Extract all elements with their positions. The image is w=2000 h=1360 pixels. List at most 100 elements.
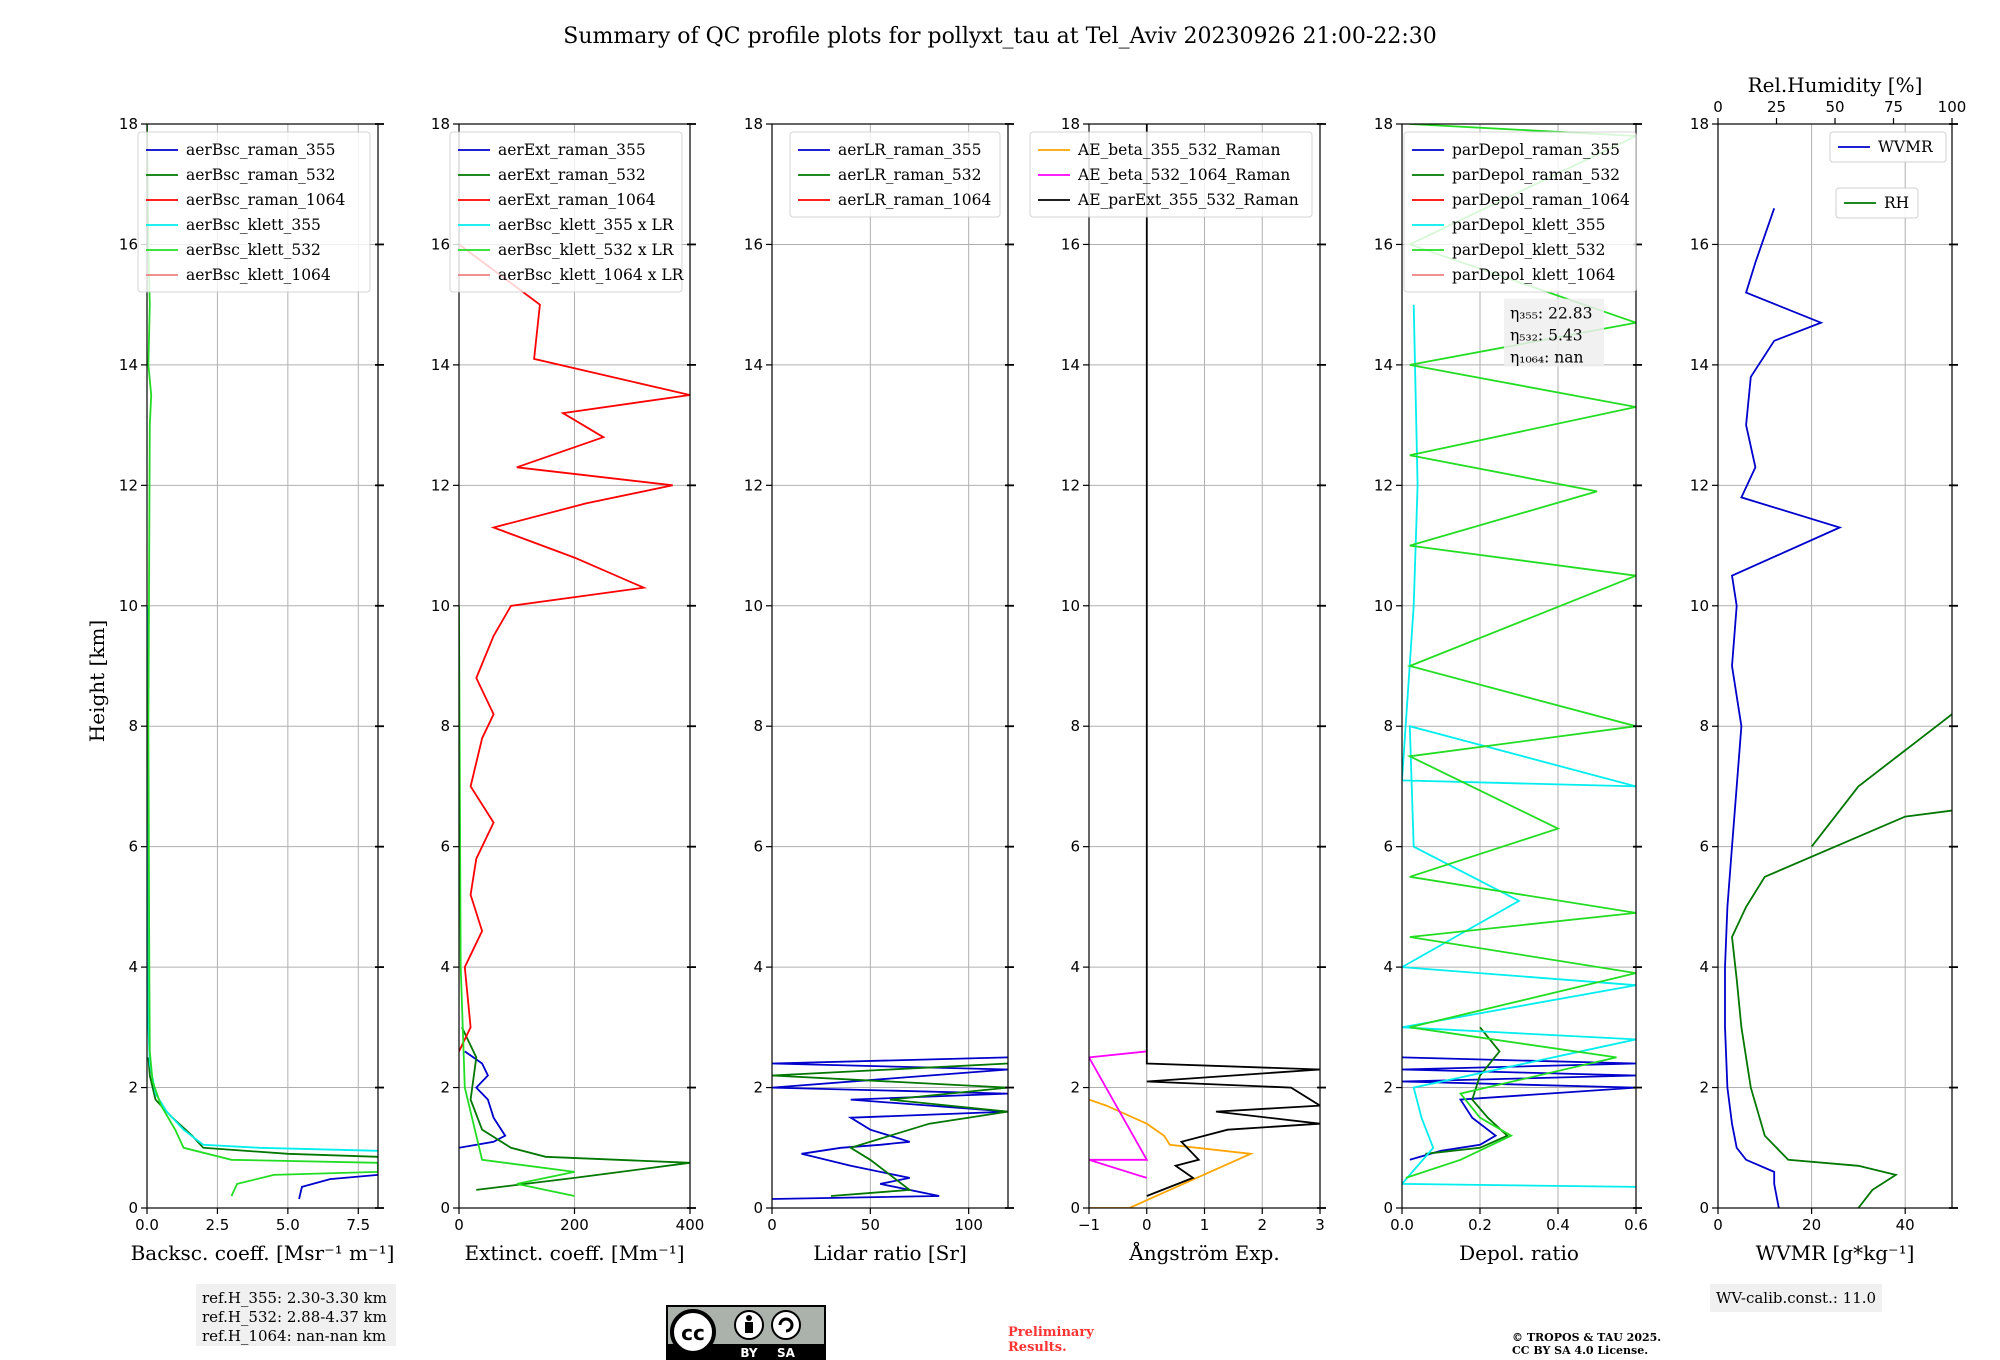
legend-box [1835, 187, 1919, 219]
series-parDepol_raman_355 [1402, 1056, 1636, 1161]
ref-height-532: ref.H_532: 2.88-4.37 km [202, 1308, 387, 1326]
x2-tick-label: 50 [1825, 98, 1844, 116]
y-tick-label: 2 [128, 1079, 138, 1097]
x-tick-label: 0.2 [1468, 1216, 1492, 1234]
legend-label: aerLR_raman_355 [838, 141, 981, 159]
x-tick-label: 200 [560, 1216, 589, 1234]
y-tick-label: 12 [1061, 476, 1080, 494]
x-tick-label: 400 [676, 1216, 705, 1234]
y-tick-label: 2 [753, 1079, 763, 1097]
x-tick-label: 1 [1200, 1216, 1210, 1234]
y-tick-label: 6 [128, 838, 138, 856]
legend: AE_beta_355_532_Raman AE_beta_532_1064_Ra… [1029, 131, 1313, 218]
y-tick-label: 10 [119, 597, 138, 615]
x-tick-label: 100 [954, 1216, 983, 1234]
badge-sa-label: SA [777, 1346, 796, 1360]
y-tick-label: 14 [431, 356, 450, 374]
y-tick-label: 18 [1061, 115, 1080, 133]
plot-area [1724, 208, 1952, 1208]
y-tick-label: 10 [1374, 597, 1393, 615]
y-tick-label: 0 [440, 1199, 450, 1217]
y-tick-label: 4 [1383, 958, 1393, 976]
y-tick-label: 2 [440, 1079, 450, 1097]
legend-box [1403, 131, 1637, 293]
series-aerExt_raman_532 [461, 1026, 690, 1191]
legend-label: parDepol_raman_355 [1452, 141, 1620, 159]
y-tick-label: 0 [1070, 1199, 1080, 1217]
legend-label: aerBsc_raman_532 [186, 166, 336, 184]
wv-calib-info: WV-calib.const.: 11.0 [1710, 1284, 1882, 1312]
y-tick-label: 6 [1070, 838, 1080, 856]
legend-label: parDepol_raman_532 [1452, 166, 1620, 184]
series-AE_beta_532_1064_Raman [1089, 1050, 1149, 1179]
series-AE_beta_355_532_Raman [1089, 1098, 1255, 1208]
figure-title: Summary of QC profile plots for pollyxt_… [563, 24, 1436, 49]
y-tick-label: 8 [1383, 717, 1393, 735]
y-tick-label: 4 [440, 958, 450, 976]
series-aerExt_raman_1064 [459, 243, 690, 1052]
legend-label: aerBsc_klett_1064 [186, 266, 331, 284]
legend-WVMR: WVMR [1829, 131, 1947, 163]
panel-depolarization: 0 2 4 6 8 10 12 14 16 18 0.0 0.2 0.4 0.6 Depol. ratio p… [1374, 115, 1648, 1265]
axes-frame [1401, 123, 1637, 1209]
panel-backscatter: 0 2 4 6 8 10 12 14 16 18 0.0 2.5 5.0 7.5 Backsc. coeff… [119, 115, 394, 1265]
series-parDepol_klett_355 [1402, 304, 1636, 1188]
series-aerBsc_klett_532 x LR [459, 605, 575, 1197]
x-axis-label: Extinct. coeff. [Mm⁻¹] [464, 1241, 684, 1265]
y-tick-label: 6 [1383, 838, 1393, 856]
y-tick-label: 4 [1070, 958, 1080, 976]
eta-annotation: η₃₅₅: 22.83 η₅₃₂: 5.43 η₁₀₆₄: nan [1504, 298, 1604, 367]
series-parDepol_raman_532 [1425, 1026, 1509, 1155]
y-tick-label: 4 [753, 958, 763, 976]
axes-frame [1717, 123, 1953, 1209]
x2-axis-label: Rel.Humidity [%] [1748, 73, 1923, 97]
x-tick-label: 0.4 [1546, 1216, 1570, 1234]
series-aerLR_raman_532 [772, 1062, 1008, 1197]
plot-area [459, 243, 690, 1197]
x-tick-label: 20 [1802, 1216, 1821, 1234]
cc-by-sa-badge: cc BY SA [666, 1305, 826, 1360]
x-axis-label: Depol. ratio [1459, 1241, 1579, 1265]
legend-box [1829, 131, 1947, 163]
legend: aerExt_raman_355 aerExt_raman_532 aerExt_r… [449, 131, 685, 293]
series-aerLR_raman_355 [772, 1056, 1008, 1200]
info-text: WV-calib.const.: 11.0 [1716, 1289, 1876, 1307]
ref-height-1064: ref.H_1064: nan-nan km [202, 1327, 386, 1345]
y-tick-label: 0 [753, 1199, 763, 1217]
ref-height-355: ref.H_355: 2.30-3.30 km [202, 1289, 387, 1307]
x-tick-label: 7.5 [346, 1216, 370, 1234]
cc-logo-icon [670, 1309, 716, 1355]
series-aerBsc_klett_532 [147, 124, 378, 1197]
cc-logo-text: cc [681, 1321, 705, 1345]
series-aerBsc_raman_355 [298, 1174, 378, 1200]
x-tick-label: 0 [767, 1216, 777, 1234]
sa-share-alike-icon [771, 1310, 801, 1340]
legend-label: parDepol_klett_355 [1452, 216, 1605, 234]
y-tick-label: 6 [440, 838, 450, 856]
info-box [1710, 1284, 1882, 1312]
legend-label: WVMR [1878, 138, 1934, 156]
legend-label: aerLR_raman_532 [838, 166, 981, 184]
preliminary-line1: Preliminary [1008, 1325, 1094, 1340]
y-tick-label: 16 [1061, 235, 1080, 253]
y-tick-label: 18 [1374, 115, 1393, 133]
eta-1064: η₁₀₆₄: nan [1510, 349, 1584, 367]
legend-box [449, 131, 683, 293]
legend-label: parDepol_klett_1064 [1452, 266, 1615, 284]
x2-tick-label: 75 [1884, 98, 1903, 116]
x-tick-label: 2.5 [205, 1216, 229, 1234]
x-axis-label: Lidar ratio [Sr] [813, 1241, 967, 1265]
series-aerExt_raman_355 [459, 1050, 507, 1149]
legend-label: RH [1884, 194, 1909, 212]
y-tick-label: 2 [1699, 1079, 1709, 1097]
x-tick-label: 3 [1315, 1216, 1325, 1234]
y-tick-label: 6 [1699, 838, 1709, 856]
legend-label: aerLR_raman_1064 [838, 191, 991, 209]
y-tick-label: 18 [431, 115, 450, 133]
y-tick-label: 2 [1070, 1079, 1080, 1097]
y-tick-label: 10 [744, 597, 763, 615]
y-tick-label: 12 [1690, 476, 1709, 494]
